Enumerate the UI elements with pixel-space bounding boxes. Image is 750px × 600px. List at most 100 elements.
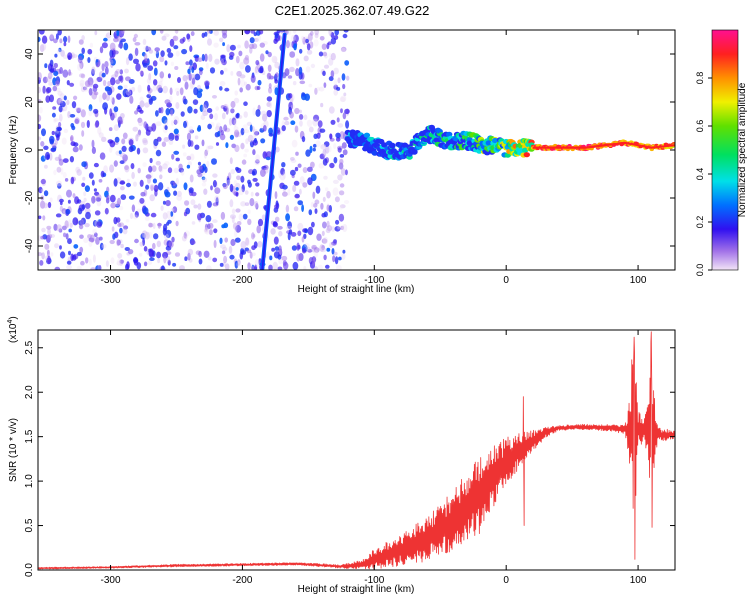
spectrogram-noise-cell xyxy=(72,217,79,226)
spectrogram-noise-cell xyxy=(68,250,71,256)
spectrogram-noise-cell xyxy=(220,211,226,220)
spectrogram-noise-cell xyxy=(62,69,69,78)
spectrogram-noise-cell xyxy=(253,128,258,137)
spectrogram-noise-cell xyxy=(307,177,313,186)
spectrogram-noise-cell xyxy=(141,230,148,238)
spectrogram-noise-cell xyxy=(329,162,335,169)
spectrogram-noise-cell xyxy=(178,163,183,170)
spectrogram-noise-cell xyxy=(332,255,336,263)
spectrogram-noise-cell xyxy=(301,236,305,243)
spectrogram-noise-cell xyxy=(292,81,297,86)
spectrogram-noise-cell xyxy=(326,247,331,252)
spectrogram-noise-cell xyxy=(149,194,155,202)
spectrogram-noise-cell xyxy=(322,196,326,202)
spectrogram-noise-cell xyxy=(207,123,212,130)
spectrogram-noise-cell xyxy=(138,252,143,257)
spectrogram-noise-cell xyxy=(342,149,348,156)
spectrogram-noise-cell xyxy=(273,56,278,63)
spectrogram-noise-cell xyxy=(57,127,62,131)
spectrogram-noise-cell xyxy=(70,253,74,262)
spectrogram-noise-cell xyxy=(293,206,299,212)
spectrogram-noise-cell xyxy=(285,40,290,49)
spectrogram-noise-cell xyxy=(174,252,181,257)
spectrogram-noise-cell xyxy=(63,232,67,238)
spectrogram-noise-cell xyxy=(47,249,50,258)
spectrogram-noise-cell xyxy=(328,30,333,37)
spectrogram-noise-cell xyxy=(145,45,149,52)
spectrogram-noise-cell xyxy=(328,53,332,58)
spectrogram-noise-cell xyxy=(65,208,71,215)
spectrogram-noise-cell xyxy=(281,162,286,168)
spectrogram-noise-cell xyxy=(84,202,91,209)
spectrogram-noise-cell xyxy=(240,201,247,207)
snr-x-tick-label: -300 xyxy=(101,575,121,586)
spectrogram-noise-cell xyxy=(247,262,251,270)
spectrogram-noise-cell xyxy=(44,243,50,250)
spectrogram-noise-cell xyxy=(223,255,228,264)
spectrogram-noise-cell xyxy=(179,87,184,96)
spectrogram-noise-cell xyxy=(164,125,168,131)
spectrogram-noise-cell xyxy=(164,60,168,66)
spectrogram-noise-cell xyxy=(251,245,256,251)
spectrogram-noise-cell xyxy=(65,233,69,240)
spectrogram-noise-cell xyxy=(244,54,249,61)
spectrogram-noise-cell xyxy=(312,191,316,199)
spectrogram-noise-cell xyxy=(81,35,85,41)
spectrogram-noise-cell xyxy=(81,182,86,187)
spectrogram-noise-cell xyxy=(94,79,98,84)
spectrogram-noise-cell xyxy=(159,71,165,79)
spectrogram-noise-cell xyxy=(339,154,345,158)
spectrogram-noise-cell xyxy=(55,33,59,40)
spectrogram-noise-cell xyxy=(94,210,101,216)
spectrogram-noise-cell xyxy=(293,34,299,43)
spectrogram-noise-cell xyxy=(212,173,218,178)
spectrogram-noise-cell xyxy=(247,209,251,214)
spectrogram-noise-cell xyxy=(325,227,331,234)
spectrogram-noise-cell xyxy=(193,204,198,209)
spectrogram-noise-cell xyxy=(173,119,178,125)
spectrogram-noise-cell xyxy=(278,230,283,237)
spectrogram-noise-cell xyxy=(131,171,135,180)
spectrogram-noise-cell xyxy=(277,225,283,230)
spectrogram-noise-cell xyxy=(84,80,91,88)
spectrogram-noise-cell xyxy=(251,43,258,50)
spectrogram-noise-cell xyxy=(134,238,139,244)
spectrogram-noise-cell xyxy=(38,136,42,141)
spectrogram-noise-cell xyxy=(321,43,327,50)
spectrogram-noise-cell xyxy=(230,108,235,114)
spectrogram-noise-cell xyxy=(44,164,48,169)
spectrogram-noise-cell xyxy=(257,34,261,42)
spectrogram-noise-cell xyxy=(342,249,346,254)
spectrogram-noise-cell xyxy=(103,165,108,174)
spectrogram-noise-cell xyxy=(137,129,142,136)
figure-title: C2E1.2025.362.07.49.G22 xyxy=(275,3,430,18)
spectrogram-noise-cell xyxy=(89,258,92,266)
spectrogram-noise-cell xyxy=(132,37,137,43)
spectrogram-noise-cell xyxy=(155,149,162,157)
spectrogram-noise-cell xyxy=(63,128,69,134)
spectrogram-noise-cell xyxy=(92,220,98,227)
spectrogram-noise-cell xyxy=(152,85,158,92)
spectrogram-noise-cell xyxy=(99,152,106,160)
spectrogram-noise-cell xyxy=(106,194,110,200)
spectrogram-noise-cell xyxy=(269,255,273,261)
spectrogram-noise-cell xyxy=(289,41,293,48)
spectrogram-noise-cell xyxy=(214,113,218,121)
spectrogram-noise-cell xyxy=(109,146,113,153)
spectrogram-noise-cell xyxy=(206,265,212,270)
spectrogram-noise-cell xyxy=(191,221,196,225)
snr-series-line xyxy=(38,331,675,570)
spectrogram-noise-cell xyxy=(203,250,210,258)
spectrogram-noise-cell xyxy=(245,138,249,145)
spectrogram-noise-cell xyxy=(297,222,304,231)
spectrogram-noise-cell xyxy=(344,60,350,66)
spectrogram-noise-cell xyxy=(171,153,175,160)
spectrogram-noise-cell xyxy=(186,33,191,40)
spectrogram-noise-cell xyxy=(223,103,229,109)
spectrogram-noise-cell xyxy=(125,219,130,223)
spectrogram-noise-cell xyxy=(278,245,282,254)
spectrogram-noise-cell xyxy=(41,252,45,260)
spectrogram-noise-cell xyxy=(51,112,56,118)
spectrogram-noise-cell xyxy=(142,207,149,215)
spectrogram-noise-cell xyxy=(102,79,107,87)
